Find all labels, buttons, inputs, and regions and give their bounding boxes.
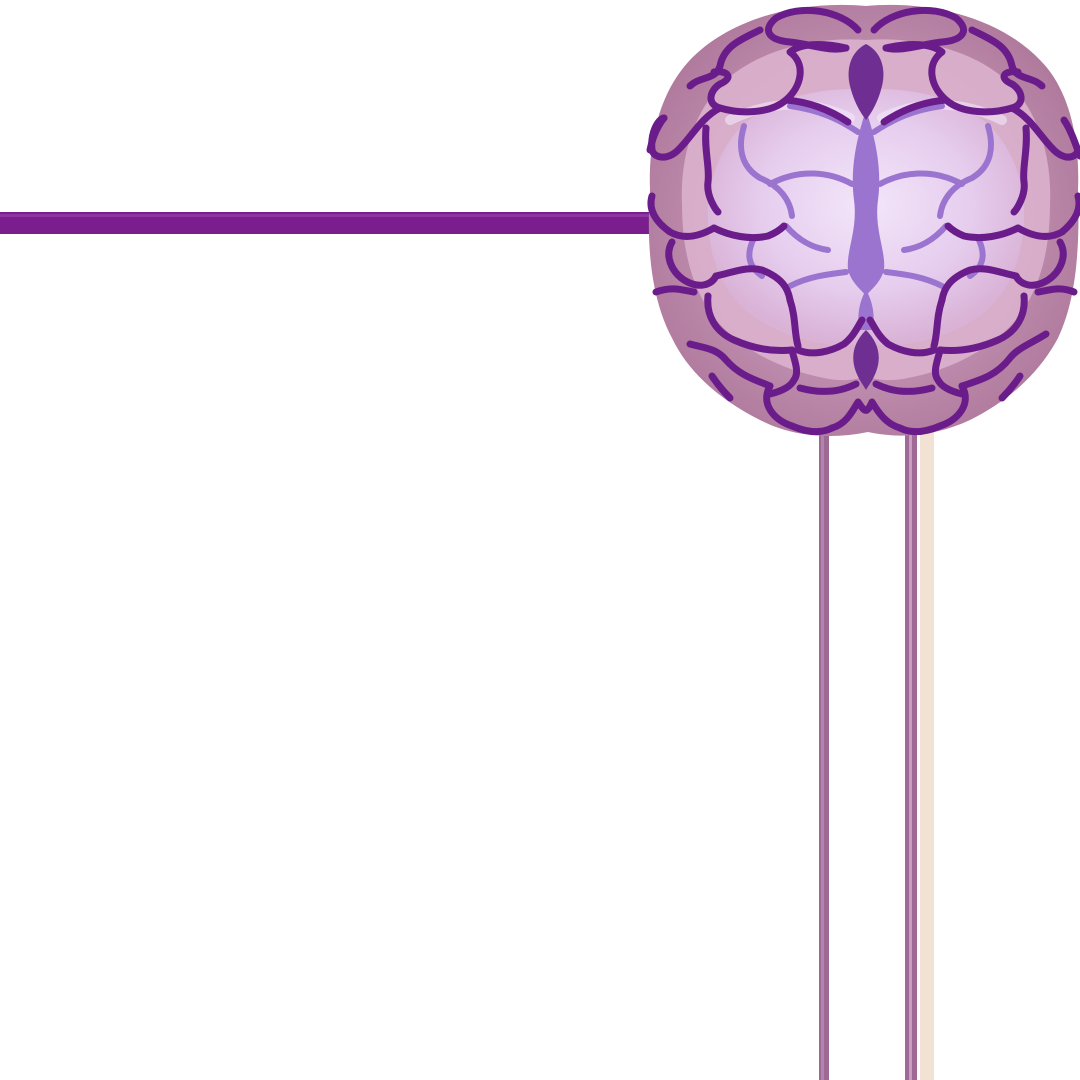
vertical-stems: [819, 425, 934, 1080]
edge-accent: [1060, 116, 1080, 160]
brain-icon: [646, 4, 1080, 436]
inner-veins: [738, 103, 994, 289]
horizontal-bar: [0, 212, 650, 234]
outer-gyri: [647, 6, 1080, 436]
edge-accent-left: [646, 114, 668, 154]
